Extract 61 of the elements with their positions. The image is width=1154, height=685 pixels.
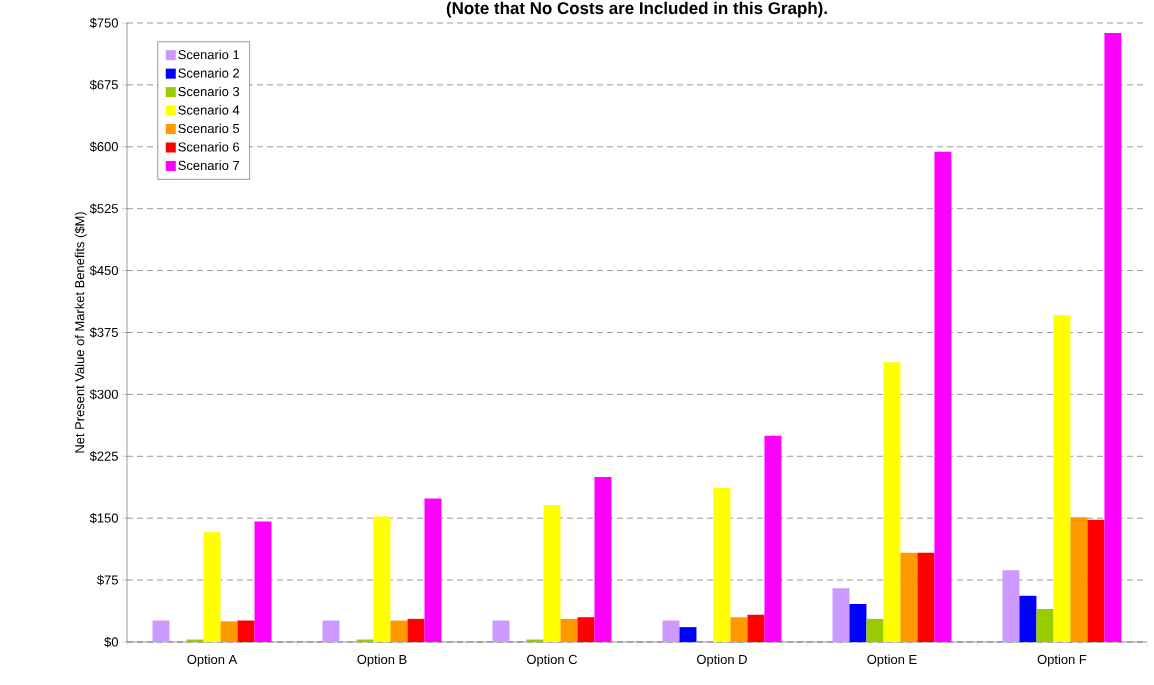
y-tick-label: $375 bbox=[89, 327, 118, 338]
bar bbox=[1087, 519, 1105, 642]
legend-label: Scenario 6 bbox=[178, 142, 240, 152]
bar bbox=[849, 604, 867, 642]
bar bbox=[254, 521, 272, 642]
y-tick-label: $525 bbox=[89, 203, 118, 214]
bar bbox=[832, 588, 850, 642]
bar bbox=[492, 620, 510, 642]
bar bbox=[1036, 608, 1054, 642]
legend-label: Scenario 4 bbox=[178, 105, 240, 115]
y-tick-label: $0 bbox=[104, 636, 118, 648]
y-tick-label: $675 bbox=[89, 79, 118, 91]
bar bbox=[747, 614, 765, 642]
x-tick-label: Option B bbox=[357, 654, 407, 667]
bar bbox=[373, 516, 391, 642]
bar bbox=[679, 627, 697, 642]
bar bbox=[934, 151, 952, 642]
bar bbox=[917, 552, 935, 642]
bar bbox=[1002, 570, 1020, 642]
y-tick-label: $600 bbox=[89, 141, 118, 153]
y-tick-label: $150 bbox=[89, 512, 118, 524]
y-tick-label: $300 bbox=[89, 389, 118, 400]
bar bbox=[900, 552, 918, 642]
legend-label: Scenario 5 bbox=[178, 123, 240, 134]
bar bbox=[662, 620, 680, 642]
bar bbox=[1019, 595, 1037, 642]
x-tick-label: Option E bbox=[867, 654, 917, 667]
bar bbox=[1070, 517, 1088, 642]
y-tick-label: $450 bbox=[89, 265, 118, 276]
y-tick-label: $225 bbox=[89, 451, 118, 462]
bar bbox=[866, 618, 884, 642]
legend-label: Scenario 1 bbox=[178, 49, 240, 60]
bar bbox=[713, 487, 731, 642]
bar bbox=[594, 476, 612, 642]
bar bbox=[764, 435, 782, 642]
chart-title: (Note that No Costs are Included in this Graph). bbox=[446, 1, 827, 18]
y-tick-label: $750 bbox=[89, 17, 118, 29]
bar bbox=[424, 498, 442, 642]
bar bbox=[237, 620, 255, 642]
legend-label: Scenario 7 bbox=[178, 160, 240, 171]
x-tick-label: Option F bbox=[1037, 654, 1087, 667]
legend-label: Scenario 2 bbox=[178, 68, 240, 78]
bar bbox=[390, 620, 408, 642]
bar bbox=[220, 621, 238, 642]
y-axis-title: Net Present Value of Market Benefits ($M) bbox=[74, 212, 87, 453]
bar bbox=[322, 620, 340, 642]
bar bbox=[577, 617, 595, 642]
bar bbox=[203, 532, 221, 642]
legend-label: Scenario 3 bbox=[178, 86, 240, 97]
bar bbox=[730, 617, 748, 642]
bar bbox=[883, 362, 901, 642]
bar bbox=[560, 618, 578, 642]
bar bbox=[1053, 315, 1071, 642]
y-tick-label: $75 bbox=[97, 574, 118, 586]
bar bbox=[407, 618, 425, 642]
x-tick-label: Option C bbox=[527, 654, 578, 667]
bar bbox=[152, 620, 170, 642]
x-tick-label: Option D bbox=[697, 654, 747, 667]
bar bbox=[543, 504, 561, 642]
x-tick-label: Option A bbox=[187, 654, 238, 667]
bar bbox=[1104, 32, 1122, 642]
